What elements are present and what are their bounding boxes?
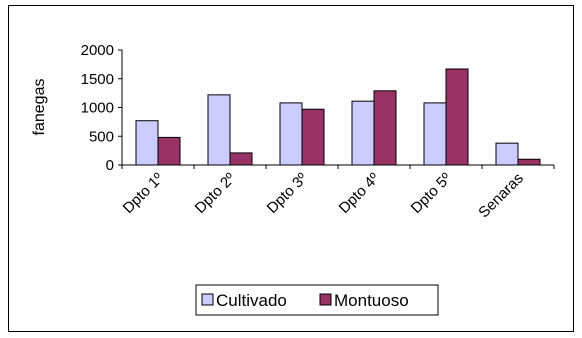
bar-montuoso-6 [517,158,541,166]
y-tick-label: 0 [106,157,114,174]
legend-swatch-montuoso [319,293,332,306]
y-axis: 0 500 1000 1500 2000 [81,42,123,174]
x-axis: Dpto 1º Dpto 2º Dpto 3º Dpto 4º Dpto 5º Senar… [120,164,555,222]
legend: Cultivado Montuoso [195,284,439,316]
x-tick-label: Dpto 5º [408,169,456,217]
legend-box [195,284,439,316]
bar-montuoso-4 [373,90,397,166]
bar-cultivado-5 [423,102,447,166]
y-tick-label: 1000 [81,100,114,117]
x-tick-label: Dpto 4º [336,169,384,217]
bar-cultivado-4 [351,100,375,166]
legend-label-montuoso: Montuoso [334,291,409,310]
legend-swatch-cultivado [201,293,214,306]
bar-montuoso-5 [445,68,469,166]
bar-cultivado-6 [495,142,519,166]
bar-cultivado-2 [207,94,231,166]
x-tick-label: Dpto 2º [192,169,240,217]
chart-frame [8,5,574,332]
legend-label-cultivado: Cultivado [216,291,287,310]
y-tick-label: 500 [89,128,114,145]
bar-cultivado-1 [135,120,159,166]
bar-montuoso-2 [229,152,253,166]
y-tick-label: 2000 [81,42,114,59]
plot-area [135,68,541,166]
bar-montuoso-3 [301,108,325,166]
y-tick-label: 1500 [81,71,114,88]
bar-cultivado-3 [279,102,303,166]
y-axis-title: fanegas [31,79,48,136]
x-tick-label: Senaras [475,170,527,222]
bar-montuoso-1 [157,136,181,166]
x-tick-label: Dpto 3º [264,169,312,217]
x-tick-label: Dpto 1º [120,169,168,217]
